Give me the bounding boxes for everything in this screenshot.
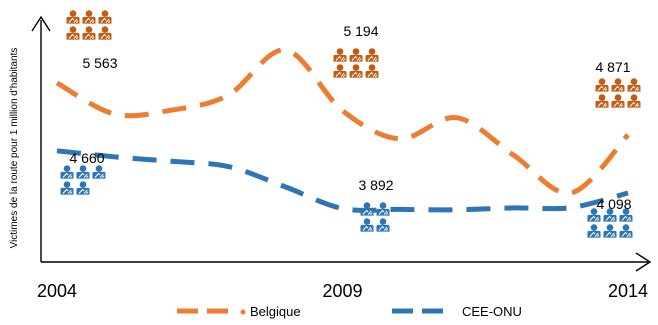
legend-item-cee-onu: CEE-ONU	[392, 304, 522, 319]
car-accident-person-icon	[376, 218, 390, 232]
legend-marker-belgique	[240, 309, 246, 315]
car-accident-person-icon	[595, 78, 609, 92]
car-accident-person-icon	[333, 48, 347, 62]
data-label-cee-onu-2014: 4 098	[596, 196, 631, 212]
series-layer	[55, 47, 630, 213]
car-accident-person-icon	[603, 224, 617, 238]
car-accident-person-icon	[611, 94, 625, 108]
y-axis	[31, 15, 51, 262]
icon-cluster-cee-onu-2004	[60, 165, 106, 195]
car-accident-person-icon	[619, 224, 633, 238]
car-accident-person-icon	[627, 78, 641, 92]
label-layer: 5 563 5 194 4 871 4 660 3 892 4 098	[69, 23, 631, 212]
icon-layer	[60, 10, 641, 238]
data-label-belgique-2009: 5 194	[343, 23, 378, 39]
car-accident-person-icon	[98, 10, 112, 24]
car-accident-person-icon	[76, 165, 90, 179]
car-accident-person-icon	[365, 48, 379, 62]
icon-cluster-cee-onu-2014	[587, 208, 633, 238]
car-accident-person-icon	[66, 26, 80, 40]
car-accident-person-icon	[360, 202, 374, 216]
car-accident-person-icon	[349, 64, 363, 78]
legend-label-cee-onu: CEE-ONU	[462, 304, 522, 319]
car-accident-person-icon	[595, 94, 609, 108]
car-accident-person-icon	[611, 78, 625, 92]
x-tick-label-2009: 2009	[322, 281, 362, 301]
car-accident-person-icon	[76, 181, 90, 195]
car-accident-person-icon	[365, 64, 379, 78]
x-tick-label-2014: 2014	[608, 281, 648, 301]
car-accident-person-icon	[82, 26, 96, 40]
legend-label-belgique: Belgique	[250, 304, 301, 319]
x-tick-label-2004: 2004	[37, 281, 77, 301]
car-accident-person-icon	[587, 224, 601, 238]
legend: Belgique CEE-ONU	[177, 304, 522, 319]
car-accident-person-icon	[627, 94, 641, 108]
icon-cluster-cee-onu-2009	[360, 202, 390, 232]
car-accident-person-icon	[66, 10, 80, 24]
icon-cluster-belgique-2004	[66, 10, 112, 40]
legend-item-belgique: Belgique	[177, 304, 301, 319]
data-label-cee-onu-2009: 3 892	[358, 177, 393, 193]
data-label-cee-onu-2004: 4 660	[69, 150, 104, 166]
car-accident-person-icon	[60, 181, 74, 195]
x-axis	[41, 252, 652, 272]
car-accident-person-icon	[360, 218, 374, 232]
car-accident-person-icon	[98, 26, 112, 40]
car-accident-person-icon	[92, 165, 106, 179]
car-accident-person-icon	[333, 64, 347, 78]
data-label-belgique-2004: 5 563	[82, 55, 117, 71]
car-accident-person-icon	[376, 202, 390, 216]
series-line-cee-onu	[56, 148, 629, 213]
data-label-belgique-2014: 4 871	[595, 59, 630, 75]
icon-cluster-belgique-2014	[595, 78, 641, 108]
car-accident-person-icon	[349, 48, 363, 62]
icon-cluster-belgique-2009	[333, 48, 379, 78]
car-accident-person-icon	[82, 10, 96, 24]
car-accident-person-icon	[60, 165, 74, 179]
y-axis-label: Victimes de la route pour 1 million d'ha…	[9, 48, 20, 249]
x-tick-labels: 2004 2009 2014	[37, 281, 648, 301]
